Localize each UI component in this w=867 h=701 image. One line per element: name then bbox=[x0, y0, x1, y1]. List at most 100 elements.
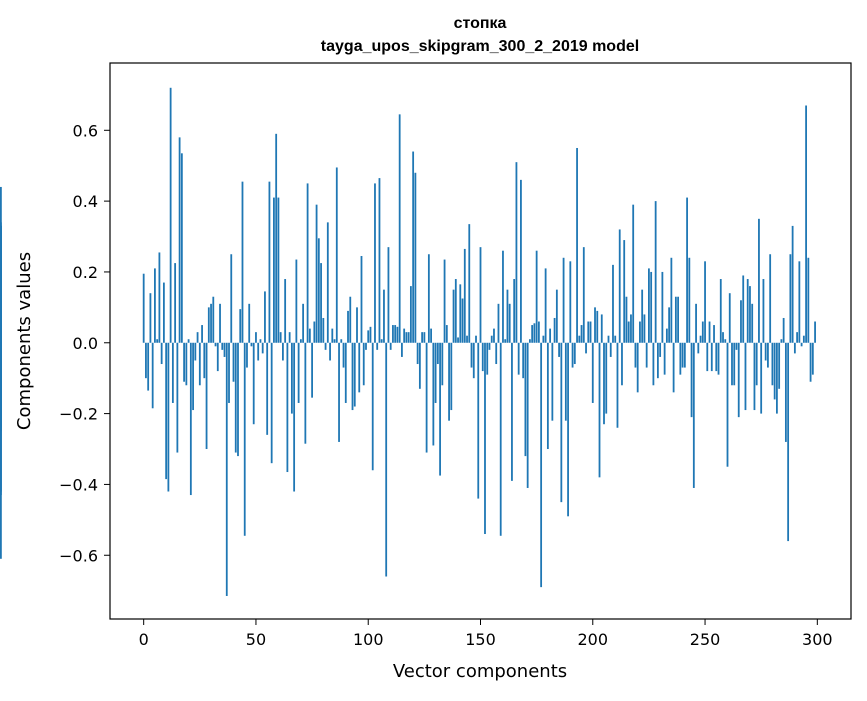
bar bbox=[486, 342, 489, 375]
x-tick-label: 150 bbox=[465, 630, 496, 649]
bar bbox=[540, 342, 543, 588]
bar bbox=[708, 321, 711, 343]
bar bbox=[618, 229, 621, 343]
bar bbox=[567, 342, 569, 517]
bar bbox=[807, 257, 810, 343]
bar bbox=[250, 342, 253, 347]
bar bbox=[670, 257, 673, 343]
bar bbox=[522, 342, 525, 379]
bar bbox=[374, 183, 376, 343]
bar bbox=[344, 342, 347, 403]
bar bbox=[564, 342, 567, 421]
bar bbox=[697, 342, 700, 354]
y-tick-label: 0.4 bbox=[73, 192, 98, 211]
bar bbox=[569, 261, 572, 343]
chart-title: стопка bbox=[454, 15, 507, 32]
bar bbox=[493, 328, 495, 343]
bar bbox=[158, 252, 161, 343]
bar bbox=[733, 342, 736, 386]
bar bbox=[180, 153, 183, 343]
bar bbox=[297, 342, 300, 403]
bar bbox=[466, 335, 468, 343]
bar bbox=[695, 303, 697, 343]
bars-group bbox=[0, 87, 816, 596]
bar bbox=[508, 303, 511, 343]
bar bbox=[194, 342, 197, 361]
bar bbox=[811, 342, 814, 375]
bar bbox=[457, 337, 459, 343]
bar bbox=[439, 342, 441, 476]
bar bbox=[239, 309, 242, 343]
y-tick-label: −0.2 bbox=[59, 405, 98, 424]
bar bbox=[187, 339, 190, 343]
bar bbox=[347, 310, 349, 343]
bar bbox=[387, 247, 390, 343]
bar bbox=[609, 342, 612, 357]
bar bbox=[461, 298, 464, 343]
bar bbox=[425, 342, 428, 453]
bar bbox=[542, 335, 545, 343]
bar bbox=[443, 259, 446, 343]
bar bbox=[690, 342, 693, 418]
bar bbox=[340, 339, 343, 343]
bar bbox=[264, 291, 266, 343]
y-tick-label: 0.6 bbox=[73, 121, 98, 140]
bar bbox=[724, 339, 727, 343]
bar bbox=[490, 335, 493, 343]
bar bbox=[430, 328, 432, 343]
bar bbox=[551, 342, 554, 421]
bar bbox=[713, 325, 715, 343]
bar bbox=[515, 162, 518, 343]
bar bbox=[205, 342, 208, 450]
y-tick-label: −0.4 bbox=[59, 475, 98, 494]
bar bbox=[160, 342, 163, 365]
bar bbox=[598, 342, 601, 478]
bar bbox=[313, 321, 316, 343]
bar bbox=[468, 224, 471, 343]
bar bbox=[185, 342, 188, 386]
bar bbox=[742, 275, 745, 343]
bar bbox=[488, 342, 491, 350]
bar bbox=[178, 137, 181, 343]
x-axis-label: Vector components bbox=[393, 661, 567, 682]
bar bbox=[737, 342, 740, 418]
bar bbox=[167, 342, 170, 492]
bar bbox=[776, 342, 778, 414]
bar bbox=[573, 342, 576, 365]
bar bbox=[232, 342, 235, 382]
bar bbox=[243, 342, 246, 536]
bar bbox=[798, 261, 801, 343]
bar bbox=[342, 342, 345, 368]
bar bbox=[436, 342, 439, 365]
bar bbox=[223, 342, 226, 357]
bar bbox=[171, 342, 174, 403]
bar bbox=[416, 342, 419, 365]
bar bbox=[351, 342, 354, 411]
bar bbox=[147, 342, 150, 391]
bar bbox=[645, 342, 648, 368]
bar bbox=[641, 289, 644, 343]
bar bbox=[526, 342, 529, 488]
bar bbox=[286, 342, 289, 473]
bar bbox=[484, 342, 486, 535]
bar bbox=[479, 247, 482, 343]
bar bbox=[764, 342, 767, 361]
bar bbox=[477, 342, 480, 499]
bar bbox=[333, 339, 336, 343]
bar bbox=[268, 181, 271, 343]
bar bbox=[802, 335, 805, 343]
bar bbox=[630, 314, 632, 343]
bar bbox=[681, 342, 684, 368]
bar bbox=[290, 342, 293, 414]
bar bbox=[558, 342, 560, 357]
bar bbox=[506, 289, 509, 343]
bar bbox=[481, 342, 484, 372]
bar bbox=[302, 303, 305, 343]
bar bbox=[600, 314, 603, 343]
bar bbox=[546, 342, 549, 450]
bar bbox=[320, 263, 322, 343]
bar bbox=[427, 254, 430, 343]
bar bbox=[719, 279, 722, 343]
bar bbox=[767, 342, 769, 368]
bar bbox=[650, 271, 653, 343]
